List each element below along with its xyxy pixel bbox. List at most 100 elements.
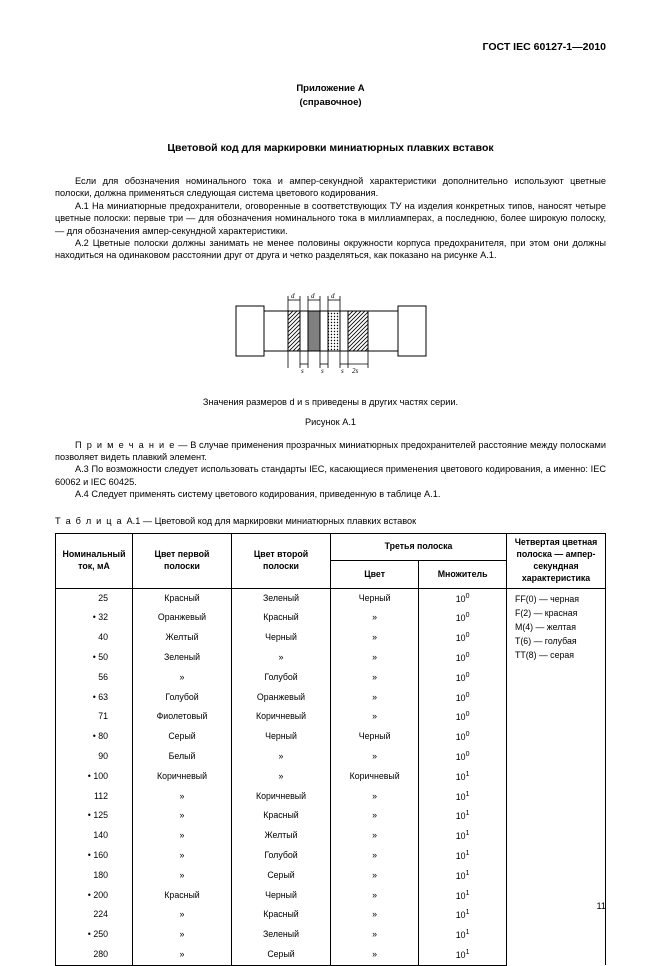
cell-band2: Черный [232, 886, 331, 906]
cell-band2: Черный [232, 628, 331, 648]
th-third: Третья полоска [331, 534, 507, 561]
paragraph-a1: А.1 На миниатюрные предохранители, огово… [55, 200, 606, 237]
cell-third-color: Коричневый [331, 767, 419, 787]
cell-band1: » [133, 826, 232, 846]
cell-band2: Голубой [232, 668, 331, 688]
svg-text:d: d [291, 292, 295, 300]
cell-third-mult: 101 [419, 787, 507, 807]
cell-band2: Красный [232, 806, 331, 826]
page-number: 11 [596, 900, 606, 912]
paragraph-a2: А.2 Цветные полоски должны занимать не м… [55, 237, 606, 262]
cell-band2: Серый [232, 945, 331, 965]
section-title: Цветовой код для маркировки миниатюрных … [55, 141, 606, 155]
table-caption-prefix: Т а б л и ц а [55, 516, 127, 526]
note-line: П р и м е ч а н и е — В случае применени… [55, 439, 606, 464]
cell-third-mult: 101 [419, 905, 507, 925]
cell-band2: » [232, 767, 331, 787]
cell-third-mult: 100 [419, 608, 507, 628]
cell-nominal: 90 [56, 747, 133, 767]
table-row: 25КрасныйЗеленыйЧерный100FF(0) — чернаяF… [56, 588, 606, 608]
cell-band2: Коричневый [232, 787, 331, 807]
cell-third-color: » [331, 648, 419, 668]
table-caption-body: А.1 — Цветовой код для маркировки миниат… [127, 516, 417, 526]
legend-line: M(4) — желтая [515, 620, 601, 634]
legend-line: FF(0) — черная [515, 592, 601, 606]
cell-nominal: 112 [56, 787, 133, 807]
cell-nominal: • 32 [56, 608, 133, 628]
appendix-label: Приложение А [55, 82, 606, 96]
document-id: ГОСТ IEC 60127-1—2010 [55, 40, 606, 54]
cell-band2: Зеленый [232, 588, 331, 608]
cell-third-color: » [331, 905, 419, 925]
fuse-diagram-svg: d d d s s s 2s [216, 276, 446, 386]
cell-third-color: Черный [331, 727, 419, 747]
cell-nominal: 25 [56, 588, 133, 608]
cell-nominal: 71 [56, 707, 133, 727]
legend-line: T(6) — голубая [515, 634, 601, 648]
cell-band2: Черный [232, 727, 331, 747]
cell-band2: Оранжевый [232, 688, 331, 708]
cell-nominal: • 250 [56, 925, 133, 945]
cell-nominal: • 80 [56, 727, 133, 747]
cell-nominal: 56 [56, 668, 133, 688]
cell-third-color: » [331, 707, 419, 727]
cell-third-color: » [331, 688, 419, 708]
cell-third-color: » [331, 628, 419, 648]
th-third-color: Цвет [331, 561, 419, 588]
th-fourth: Четвертая цветная полоска — ампер-секунд… [507, 534, 606, 589]
cell-band2: » [232, 648, 331, 668]
cell-third-color: » [331, 866, 419, 886]
cell-third-color: » [331, 925, 419, 945]
paragraph-intro: Если для обозначения номинального тока и… [55, 175, 606, 200]
cell-nominal: 280 [56, 945, 133, 965]
th-nominal: Номинальный ток, мА [56, 534, 133, 589]
legend-line: F(2) — красная [515, 606, 601, 620]
cell-third-color: » [331, 747, 419, 767]
cell-band2: Желтый [232, 826, 331, 846]
cell-nominal: • 100 [56, 767, 133, 787]
cell-third-color: » [331, 608, 419, 628]
cell-third-color: » [331, 668, 419, 688]
cell-third-mult: 100 [419, 588, 507, 608]
cell-band1: » [133, 945, 232, 965]
svg-text:s: s [301, 367, 304, 375]
cell-nominal: 224 [56, 905, 133, 925]
cell-nominal: • 200 [56, 886, 133, 906]
cell-band2: Красный [232, 905, 331, 925]
cell-band1: » [133, 846, 232, 866]
svg-text:2s: 2s [352, 367, 359, 375]
cell-nominal: 140 [56, 826, 133, 846]
cell-band1: Серый [133, 727, 232, 747]
cell-nominal: 40 [56, 628, 133, 648]
cell-third-mult: 101 [419, 866, 507, 886]
cell-third-mult: 101 [419, 925, 507, 945]
cell-third-mult: 100 [419, 707, 507, 727]
legend-line: TT(8) — серая [515, 648, 601, 662]
th-band2: Цвет второй полоски [232, 534, 331, 589]
th-band1: Цвет первой полоски [133, 534, 232, 589]
cell-third-color: » [331, 886, 419, 906]
cell-nominal: 180 [56, 866, 133, 886]
cell-third-mult: 100 [419, 668, 507, 688]
table-head: Номинальный ток, мА Цвет первой полоски … [56, 534, 606, 589]
cell-third-mult: 101 [419, 806, 507, 826]
cell-nominal: • 125 [56, 806, 133, 826]
cell-third-mult: 101 [419, 826, 507, 846]
appendix-kind: (справочное) [55, 96, 606, 110]
cell-third-mult: 101 [419, 945, 507, 965]
cell-third-color: » [331, 826, 419, 846]
svg-text:d: d [311, 292, 315, 300]
cell-third-mult: 100 [419, 648, 507, 668]
table-caption: Т а б л и ц а А.1 — Цветовой код для мар… [55, 515, 606, 527]
cell-band1: Оранжевый [133, 608, 232, 628]
cell-third-color: » [331, 945, 419, 965]
cell-band1: » [133, 925, 232, 945]
cell-third-mult: 100 [419, 628, 507, 648]
cell-band1: Коричневый [133, 767, 232, 787]
cell-third-mult: 100 [419, 727, 507, 747]
cell-nominal: • 50 [56, 648, 133, 668]
paragraph-a4: А.4 Следует применять систему цветового … [55, 488, 606, 500]
cell-third-mult: 101 [419, 767, 507, 787]
cell-band1: » [133, 806, 232, 826]
paragraph-a3: А.3 По возможности следует использовать … [55, 463, 606, 488]
